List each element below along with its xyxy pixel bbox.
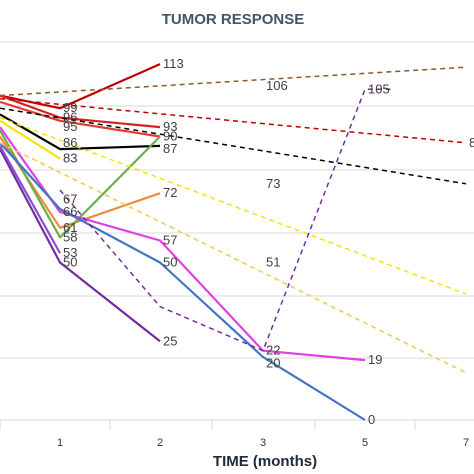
series-line	[0, 126, 366, 362]
data-label: 88	[469, 135, 474, 150]
x-tick-labels: 1 2 3 5 7	[57, 437, 469, 449]
data-label: 61	[63, 220, 77, 235]
data-label: 57	[163, 232, 177, 247]
series-line	[0, 63, 161, 110]
data-label: 53	[63, 245, 77, 260]
series-line	[0, 119, 61, 160]
series-line	[0, 66, 467, 97]
data-label: 87	[163, 141, 177, 156]
data-label: 50	[163, 255, 177, 270]
series-line	[0, 94, 161, 129]
series-line	[0, 142, 467, 374]
x-tick-label: 3	[260, 437, 266, 449]
data-label: 67	[63, 192, 77, 207]
series-line	[59, 88, 391, 352]
data-label: 22	[266, 343, 280, 358]
x-axis-label: TIME (months)	[213, 453, 317, 470]
x-tick-label: 7	[463, 437, 469, 449]
data-label: 93	[163, 119, 177, 134]
series-line	[0, 142, 366, 421]
gridlines	[0, 41, 474, 430]
data-label: 95	[63, 119, 77, 134]
data-label: 72	[163, 185, 177, 200]
data-label: 73	[266, 176, 280, 191]
series-line	[0, 145, 61, 254]
x-tick-label: 1	[57, 437, 63, 449]
data-label: 113	[163, 56, 184, 71]
data-label: 86	[63, 135, 77, 150]
data-label: 50	[63, 255, 77, 270]
data-label: 0	[368, 412, 375, 427]
data-label: 105	[368, 81, 390, 96]
data-label: 19	[368, 352, 382, 367]
series-line	[0, 116, 467, 295]
data-label: 96	[63, 110, 77, 125]
data-label: 99	[63, 100, 77, 115]
data-label: 20	[266, 355, 280, 370]
series-line	[0, 97, 467, 144]
data-label: 25	[163, 333, 177, 348]
data-label: 51	[266, 255, 280, 270]
x-tick-label: 2	[157, 437, 163, 449]
chart-title: TUMOR RESPONSE	[162, 11, 305, 28]
data-label: 66	[63, 204, 77, 219]
series-lines	[0, 63, 467, 421]
data-label: 90	[163, 129, 177, 144]
data-labels: 1131061059996939590888687837372676661585…	[63, 56, 474, 427]
series-line	[0, 100, 161, 138]
series-line	[0, 107, 467, 185]
data-label: 83	[63, 151, 77, 166]
data-label: 106	[266, 78, 288, 93]
x-tick-label: 5	[362, 437, 368, 449]
series-line	[0, 148, 161, 343]
data-label: 58	[63, 229, 77, 244]
